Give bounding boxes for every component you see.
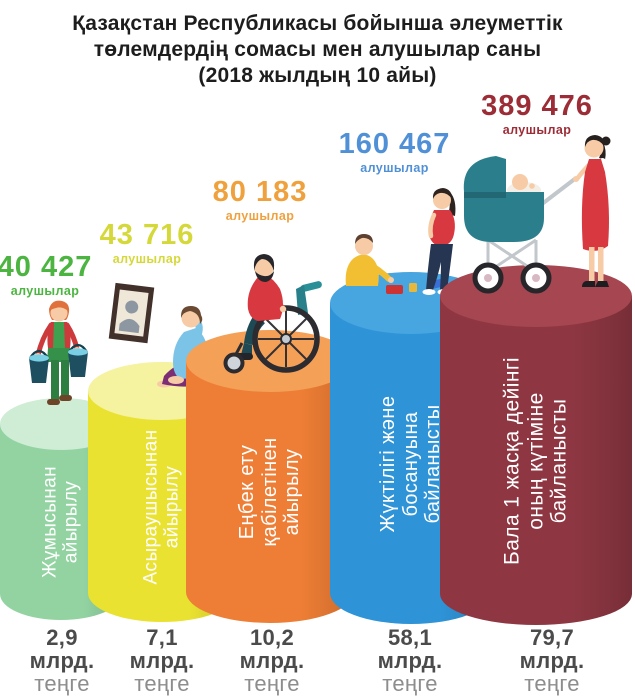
amount-unit: млрд. bbox=[519, 648, 585, 673]
title-line-2: төлемдердің сомасы мен алушылар саны bbox=[93, 38, 542, 61]
amount-value: 2,9 bbox=[46, 625, 78, 650]
amount-breadwinner-loss: 7,1 млрд. теңге bbox=[107, 626, 217, 695]
title-line-3: (2018 жылдың 10 айы) bbox=[198, 64, 437, 87]
bar-childcare: Бала 1 жасқа дейінгі оның күтіміне байла… bbox=[440, 265, 632, 625]
recipients-caption: алушылар bbox=[360, 161, 429, 175]
recipients-number: 160 467 bbox=[338, 128, 451, 160]
amount-value: 7,1 bbox=[146, 625, 178, 650]
amount-unit: млрд. bbox=[239, 648, 305, 673]
amount-childcare: 79,7 млрд. теңге bbox=[497, 626, 607, 695]
amount-currency: теңге bbox=[244, 671, 300, 696]
recipients-caption: алушылар bbox=[502, 123, 572, 137]
amount-unit: млрд. bbox=[129, 648, 195, 673]
bar-top-ellipse bbox=[186, 330, 354, 392]
bar-disability: Еңбек ету қабілетінен айырылу bbox=[186, 330, 354, 623]
amount-value: 79,7 bbox=[529, 625, 575, 650]
amount-currency: теңге bbox=[34, 671, 90, 696]
amount-value: 10,2 bbox=[249, 625, 295, 650]
amount-job-loss: 2,9 млрд. теңге bbox=[7, 626, 117, 695]
recipients-count-disability: 80 183 алушылар bbox=[210, 176, 310, 224]
amount-unit: млрд. bbox=[377, 648, 443, 673]
bar-label: Асыраушысынан айырылу bbox=[140, 429, 183, 585]
amount-disability: 10,2 млрд. теңге bbox=[217, 626, 327, 695]
bar-label: Еңбек ету қабілетінен айырылу bbox=[236, 437, 304, 547]
bar-label: Жүктілігі және босануына байланысты bbox=[377, 395, 445, 533]
recipients-caption: алушылар bbox=[225, 209, 295, 223]
recipients-count-breadwinner-loss: 43 716 алушылар bbox=[92, 219, 202, 267]
recipients-caption: алушылар bbox=[10, 284, 80, 298]
amount-value: 58,1 bbox=[387, 625, 433, 650]
recipients-number: 43 716 bbox=[99, 219, 195, 251]
amount-currency: теңге bbox=[524, 671, 580, 696]
mother-with-pram-illustration bbox=[463, 135, 611, 294]
recipients-count-job-loss: 40 427 алушылар bbox=[0, 251, 95, 299]
worker-with-buckets-illustration bbox=[29, 300, 88, 405]
recipients-number: 389 476 bbox=[481, 90, 593, 122]
amount-currency: теңге bbox=[382, 671, 438, 696]
recipients-count-childcare: 389 476 алушылар bbox=[477, 90, 597, 138]
amount-currency: теңге bbox=[134, 671, 190, 696]
page-title: Қазақстан Республикасы бойынша әлеуметті… bbox=[0, 11, 635, 89]
title-line-1: Қазақстан Республикасы бойынша әлеуметті… bbox=[72, 12, 563, 35]
amount-unit: млрд. bbox=[29, 648, 95, 673]
bar-label: Жұмысынан айырылу bbox=[39, 465, 82, 579]
recipients-count-maternity: 160 467 алушылар bbox=[337, 128, 452, 176]
bar-body bbox=[440, 296, 632, 625]
bar-label: Бала 1 жасқа дейінгі оның күтіміне байла… bbox=[500, 357, 571, 565]
wheelchair-man-illustration bbox=[223, 254, 322, 374]
amount-maternity: 58,1 млрд. теңге bbox=[355, 626, 465, 695]
bar-body bbox=[186, 361, 354, 623]
recipients-number: 80 183 bbox=[212, 176, 308, 208]
recipients-number: 40 427 bbox=[0, 251, 93, 283]
child-and-pregnant-woman-illustration bbox=[345, 188, 456, 295]
recipients-caption: алушылар bbox=[112, 252, 182, 266]
